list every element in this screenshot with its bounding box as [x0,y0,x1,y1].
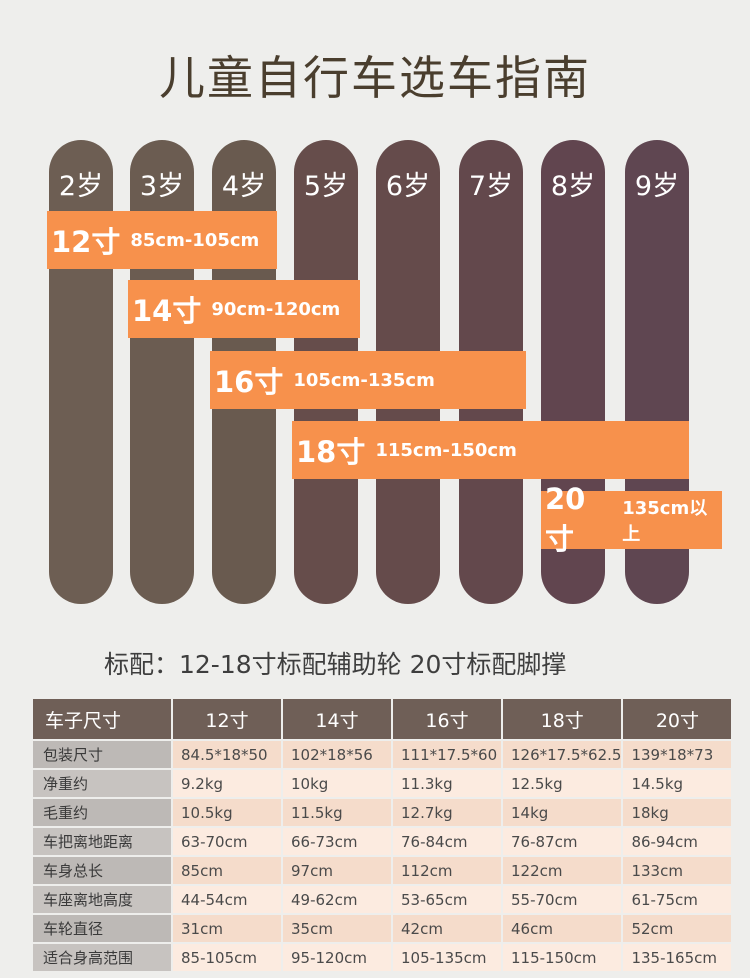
header-cell: 18寸 [503,699,622,739]
table-row: 适合身高范围 85-105cm 95-120cm 105-135cm 115-150cm… [33,944,732,971]
age-label: 5岁 [303,171,349,202]
table-cell: 46cm [503,915,622,942]
table-cell: 61-75cm [623,886,732,913]
table-cell: 14.5kg [623,770,732,797]
table-cell: 95-120cm [283,944,391,971]
table-cell: 76-87cm [503,828,622,855]
table-row: 净重约 9.2kg 10kg 11.3kg 12.5kg 14.5kg [33,770,732,797]
size-band: 16寸 105cm-135cm [210,351,526,409]
row-label: 适合身高范围 [33,944,171,971]
table-cell: 18kg [623,799,732,826]
standard-accessories-note: 标配：12-18寸标配辅助轮 20寸标配脚撑 [104,650,567,679]
age-label: 8岁 [550,171,596,202]
band-size: 12寸 [51,225,121,259]
table-cell: 35cm [283,915,391,942]
table-cell: 14kg [503,799,622,826]
table-cell: 52cm [623,915,732,942]
table-row: 车把离地距离 63-70cm 66-73cm 76-84cm 76-87cm 86-94c… [33,828,732,855]
band-size: 16寸 [214,365,284,399]
table-cell: 102*18*56 [283,741,391,768]
size-band: 14寸 90cm-120cm [128,280,360,338]
band-height-range: 85cm-105cm [130,229,260,251]
row-label: 车把离地距离 [33,828,171,855]
table-row: 包装尺寸 84.5*18*50 102*18*56 111*17.5*60 126*17… [33,741,732,768]
band-size: 14寸 [132,294,202,328]
table-cell: 31cm [173,915,281,942]
age-label: 6岁 [385,171,431,202]
age-column: 2岁 [49,140,113,604]
row-label: 净重约 [33,770,171,797]
header-cell: 车子尺寸 [33,699,171,739]
table-cell: 86-94cm [623,828,732,855]
table-cell: 66-73cm [283,828,391,855]
table-cell: 10kg [283,770,391,797]
table-cell: 139*18*73 [623,741,732,768]
table-cell: 111*17.5*60 [393,741,501,768]
size-band: 20寸 135cm以上 [541,482,722,556]
table-cell: 105-135cm [393,944,501,971]
table-cell: 126*17.5*62.5 [503,741,622,768]
table-cell: 53-65cm [393,886,501,913]
row-label: 车轮直径 [33,915,171,942]
table-cell: 115-150cm [503,944,622,971]
table-cell: 10.5kg [173,799,281,826]
table-cell: 122cm [503,857,622,884]
header-cell: 12寸 [173,699,281,739]
row-label: 车座离地高度 [33,886,171,913]
table-cell: 135-165cm [623,944,732,971]
table-cell: 11.5kg [283,799,391,826]
band-height-range: 90cm-120cm [211,298,341,320]
size-band: 18寸 115cm-150cm [292,421,689,479]
table-cell: 97cm [283,857,391,884]
spec-table-header: 车子尺寸 12寸 14寸 16寸 18寸 20寸 [33,699,732,739]
table-row: 车轮直径 31cm 35cm 42cm 46cm 52cm [33,915,732,942]
table-cell: 12.5kg [503,770,622,797]
row-label: 包装尺寸 [33,741,171,768]
page-title: 儿童自行车选车指南 [159,51,591,105]
table-cell: 42cm [393,915,501,942]
table-cell: 76-84cm [393,828,501,855]
age-label: 9岁 [634,171,680,202]
table-cell: 44-54cm [173,886,281,913]
band-height-range: 105cm-135cm [293,369,435,391]
table-cell: 55-70cm [503,886,622,913]
spec-table: 车子尺寸 12寸 14寸 16寸 18寸 20寸 包装尺寸 84.5*18*50 1… [31,697,733,973]
table-cell: 84.5*18*50 [173,741,281,768]
table-cell: 63-70cm [173,828,281,855]
row-label: 毛重约 [33,799,171,826]
table-row: 毛重约 10.5kg 11.5kg 12.7kg 14kg 18kg [33,799,732,826]
age-label: 7岁 [468,171,514,202]
row-label: 车身总长 [33,857,171,884]
band-height-range: 115cm-150cm [375,439,517,461]
table-cell: 85cm [173,857,281,884]
table-row: 车身总长 85cm 97cm 112cm 122cm 133cm [33,857,732,884]
table-cell: 11.3kg [393,770,501,797]
table-cell: 85-105cm [173,944,281,971]
size-band: 12寸 85cm-105cm [47,211,277,269]
band-size: 20寸 [545,482,586,556]
table-cell: 133cm [623,857,732,884]
age-label: 4岁 [221,171,267,202]
header-cell: 14寸 [283,699,391,739]
band-height-range: 135cm以上 [622,498,708,545]
age-label: 3岁 [139,171,185,202]
header-cell: 16寸 [393,699,501,739]
table-cell: 112cm [393,857,501,884]
table-cell: 12.7kg [393,799,501,826]
age-label: 2岁 [58,171,104,202]
header-cell: 20寸 [623,699,732,739]
table-cell: 9.2kg [173,770,281,797]
table-cell: 49-62cm [283,886,391,913]
age-column: 3岁 [130,140,194,604]
band-size: 18寸 [296,435,366,469]
table-row: 车座离地高度 44-54cm 49-62cm 53-65cm 55-70cm 61-75c… [33,886,732,913]
